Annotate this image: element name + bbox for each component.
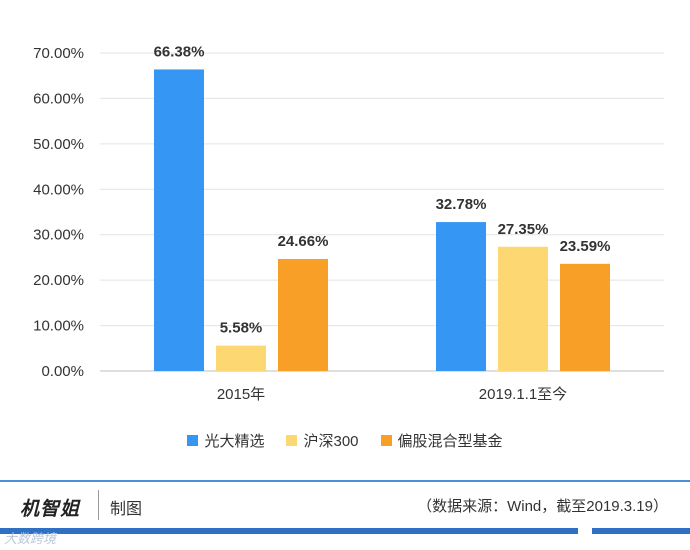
data-source-note: （数据来源：Wind，截至2019.3.19） [417, 498, 668, 515]
made-by-label: 制图 [110, 501, 143, 518]
legend-swatch [187, 435, 199, 446]
y-tick-label: 70.00% [33, 45, 84, 62]
bar [278, 258, 328, 371]
legend-label: 沪深300 [303, 433, 359, 450]
legend-label: 光大精选 [204, 433, 265, 450]
watermark: 大数跨境 [4, 531, 57, 546]
y-tick-label: 20.00% [33, 272, 84, 289]
bar-chart: 0.00% 10.00% 20.00% 30.00% 40.00% 50.00% 60.00… [33, 43, 664, 403]
data-label: 5.58% [220, 320, 263, 337]
bar [216, 345, 266, 371]
bar [154, 69, 204, 372]
legend-item-mixed-fund: 偏股混合型基金 [380, 430, 503, 451]
y-tick-label: 60.00% [33, 90, 84, 107]
legend-label: 偏股混合型基金 [397, 433, 503, 450]
y-tick-label: 40.00% [33, 181, 84, 198]
legend-item-hs300: 沪深300 [286, 430, 359, 451]
x-tick-label: 2019.1.1至今 [479, 386, 567, 403]
x-tick-label: 2015年 [217, 386, 265, 403]
footer-bar-right [592, 528, 690, 534]
legend-swatch [380, 435, 392, 446]
data-label: 27.35% [498, 221, 549, 238]
y-tick-label: 10.00% [33, 318, 84, 335]
data-label: 24.66% [278, 233, 329, 250]
data-label: 32.78% [436, 196, 487, 213]
legend: 光大精选 沪深300 偏股混合型基金 [0, 430, 690, 451]
footer-bottom-bar [0, 528, 690, 534]
bar [436, 222, 486, 371]
footer-separator [98, 490, 99, 520]
y-tick-label: 0.00% [41, 363, 84, 380]
bar [498, 246, 548, 371]
y-tick-label: 30.00% [33, 227, 84, 244]
legend-swatch [286, 435, 298, 446]
y-tick-label: 50.00% [33, 136, 84, 153]
brand-logo: 机智姐 [20, 498, 81, 520]
data-label: 66.38% [154, 43, 205, 60]
footer: 机智姐 制图 （数据来源：Wind，截至2019.3.19） [0, 482, 690, 526]
legend-item-guangda: 光大精选 [187, 430, 264, 451]
footer-bar-left [0, 528, 578, 534]
footer-divider-line [0, 480, 690, 482]
data-label: 23.59% [560, 238, 611, 255]
bar [560, 263, 610, 371]
